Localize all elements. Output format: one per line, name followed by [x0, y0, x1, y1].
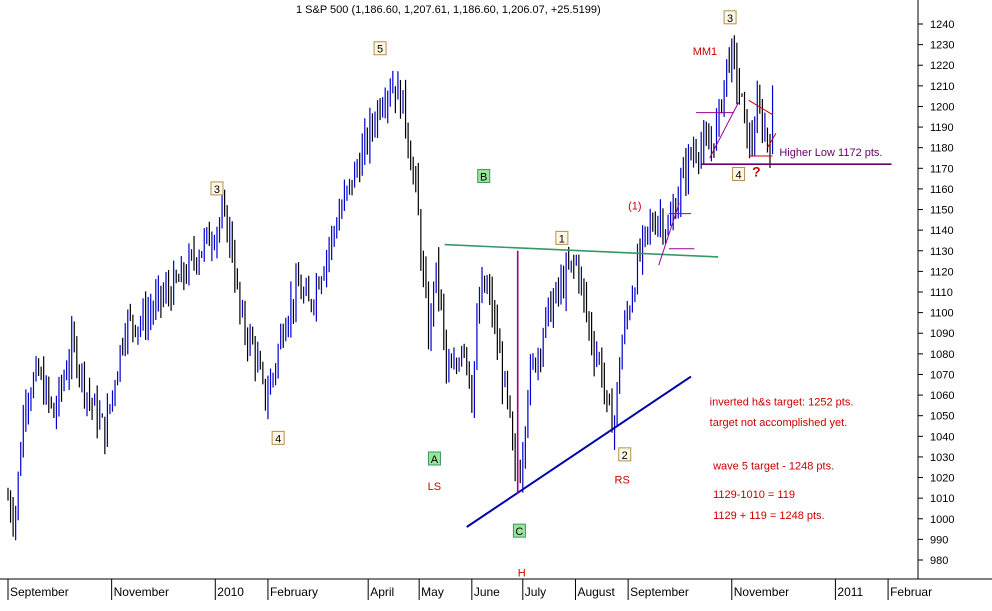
x-axis: September November 2010 February April May Jun… [0, 578, 992, 600]
wave-label-box [512, 523, 526, 538]
y-tick-label: 1140 [930, 225, 954, 237]
annotation-text: 1129-1010 = 119 [713, 489, 795, 501]
wave-label: 4 [732, 166, 746, 181]
channel-line [767, 133, 777, 148]
x-tick-label: Februar [890, 585, 932, 599]
y-tick-label: 1060 [930, 390, 954, 402]
wave-label-box [210, 181, 224, 196]
y-tick-label: 1200 [930, 101, 954, 113]
wave-label: 5 [373, 41, 387, 56]
annotation-text: Higher Low 1172 pts. [779, 147, 882, 159]
y-tick-label: 1100 [930, 308, 954, 320]
wave-label-box [373, 41, 387, 56]
wave-labels: 3 4 5 A B C 1 2 3 4 [210, 10, 746, 538]
x-tick-label: April [370, 585, 394, 599]
annotation-text: ? [752, 164, 761, 180]
wave-label: B [477, 169, 491, 184]
x-tick-label: July [525, 585, 546, 599]
annotation-text: LS [428, 481, 441, 493]
y-tick-label: 1000 [930, 514, 954, 526]
x-tick-label: August [577, 585, 615, 599]
wave-label-text: 2 [622, 450, 628, 462]
channel-line [658, 203, 680, 266]
wave-label-box [555, 230, 569, 245]
y-tick-label: 1030 [930, 452, 954, 464]
wave-label-box [723, 10, 737, 25]
annotation-text: inverted h&s target: 1252 pts. [710, 396, 854, 408]
y-tick-label: 1190 [930, 122, 954, 134]
y-tick-label: 1150 [930, 205, 954, 217]
y-tick-label: 1170 [930, 163, 954, 175]
annotation-text: 1129 + 119 = 1248 pts. [713, 510, 825, 522]
y-tick-label: 1120 [930, 266, 954, 278]
y-tick-label: 1210 [930, 81, 954, 93]
wave-label-text: 4 [275, 433, 281, 445]
wave-label-box [618, 447, 632, 462]
annotation-text: RS [615, 475, 630, 487]
annotation-text: H [518, 567, 526, 579]
x-tick-label: 2011 [837, 585, 863, 599]
x-tick-label: 2010 [217, 585, 244, 599]
x-tick-label: September [630, 585, 689, 599]
x-tick-label: November [114, 585, 169, 599]
wave-label: C [512, 523, 526, 538]
y-axis: 980 990 1000 1010 1020 1030 1040 1050 1060 1070 10… [917, 0, 954, 579]
trendline-line [466, 375, 692, 528]
chart-title: 1 S&P 500 (1,186.60, 1,207.61, 1,186.60,… [296, 4, 601, 16]
x-tick-label: February [270, 585, 318, 599]
wave-label-text: 4 [736, 169, 742, 181]
x-tick-label: September [10, 585, 69, 599]
wave-label-text: A [431, 454, 439, 466]
y-tick-label: 1160 [930, 184, 954, 196]
y-tick-label: 1130 [930, 246, 954, 258]
wave-label: 1 [555, 230, 569, 245]
wave-label: 4 [271, 430, 285, 445]
trend-lines [444, 99, 892, 528]
x-tick-label: June [474, 585, 500, 599]
wave-label: A [427, 451, 441, 466]
y-tick-label: 990 [930, 534, 948, 546]
wave-label: 3 [210, 181, 224, 196]
wave-label-text: 3 [727, 13, 733, 25]
y-tick-label: 1040 [930, 431, 954, 443]
wave-label: 2 [618, 447, 632, 462]
x-tick-label: May [421, 585, 444, 599]
channel-line [709, 102, 740, 159]
wave-label-box [477, 169, 491, 184]
annotation-text: MM1 [693, 46, 717, 58]
y-tick-label: 1070 [930, 369, 954, 381]
y-tick-label: 1010 [930, 493, 954, 505]
annotation-text: (1) [628, 201, 641, 213]
text-annotations: MM1 (1) LS H RS? Higher Low 1172 pts. inverted… [428, 46, 883, 580]
wave-label-text: 3 [214, 184, 220, 196]
y-tick-label: 980 [930, 555, 948, 567]
y-tick-label: 1240 [930, 19, 954, 31]
wave-label-text: 5 [377, 44, 383, 56]
y-tick-label: 1050 [930, 411, 954, 423]
annotation-text: target not accomplished yet. [710, 417, 848, 429]
y-tick-label: 1020 [930, 473, 954, 485]
wave-label-box [732, 166, 746, 181]
price-bars [7, 35, 774, 541]
y-tick-label: 1220 [930, 60, 954, 72]
y-tick-label: 1080 [930, 349, 954, 361]
x-tick-label: November [734, 585, 789, 599]
wave-label-box [427, 451, 441, 466]
y-tick-label: 1230 [930, 40, 954, 52]
y-tick-label: 1110 [930, 287, 953, 299]
channel-line [748, 99, 773, 116]
wave-label-text: B [480, 172, 487, 184]
annotation-text: wave 5 target - 1248 pts. [712, 460, 834, 472]
y-tick-label: 1090 [930, 328, 954, 340]
wave-label-text: C [515, 526, 523, 538]
wave-label: 3 [723, 10, 737, 25]
wave-label-box [271, 430, 285, 445]
y-tick-label: 1180 [930, 143, 954, 155]
neckline-line [444, 243, 719, 258]
wave-label-text: 1 [559, 233, 565, 245]
